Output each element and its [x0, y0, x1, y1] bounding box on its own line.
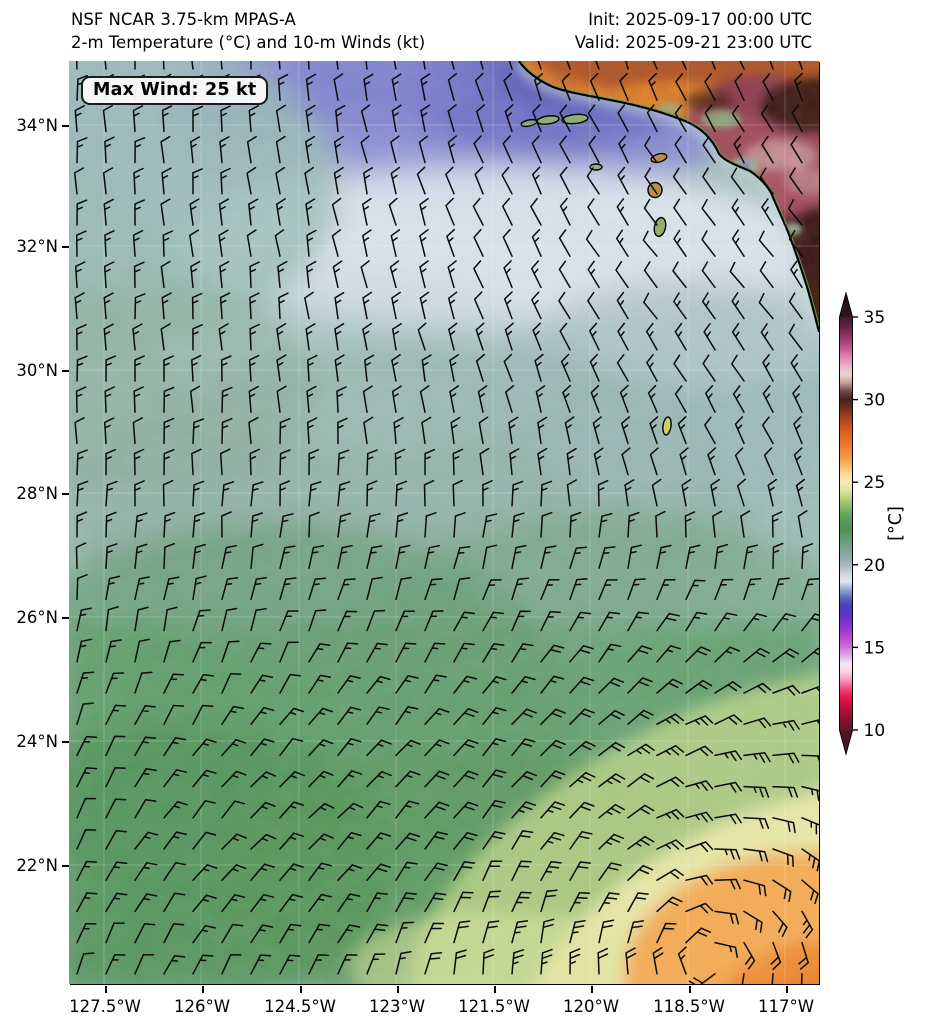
y-tick-label: 32°N: [16, 237, 58, 256]
colorbar-tick-label: 10: [864, 721, 886, 741]
x-tick-mark: [494, 986, 496, 993]
colorbar-tick-label: 30: [864, 391, 886, 411]
colorbar: 35 30 25 20 15 10 [°C]: [839, 291, 930, 771]
y-tick-mark: [62, 125, 69, 127]
x-tick-mark: [397, 986, 399, 993]
y-tick-label: 24°N: [16, 732, 58, 751]
y-tick-mark: [62, 370, 69, 372]
y-tick-label: 34°N: [16, 116, 58, 135]
x-tick-mark: [105, 986, 107, 993]
y-tick-mark: [62, 865, 69, 867]
wind-barbs: [74, 61, 820, 985]
title-left: NSF NCAR 3.75-km MPAS-A 2-m Temperature …: [71, 8, 425, 54]
field-title: 2-m Temperature (°C) and 10-m Winds (kt): [71, 33, 426, 52]
x-tick-label: 118.5°W: [653, 997, 725, 1016]
x-tick-mark: [300, 986, 302, 993]
map-plot: [69, 61, 820, 985]
model-title: NSF NCAR 3.75-km MPAS-A: [71, 10, 296, 29]
y-tick-label: 22°N: [16, 856, 58, 875]
x-tick-mark: [202, 986, 204, 993]
y-tick-label: 30°N: [16, 361, 58, 380]
init-time: Init: 2025-09-17 00:00 UTC: [588, 10, 812, 29]
colorbar-tick-label: 15: [864, 638, 886, 658]
y-tick-mark: [62, 246, 69, 248]
colorbar-tick-label: 35: [864, 308, 886, 328]
x-tick-label: 117°W: [757, 997, 815, 1016]
y-tick-mark: [62, 493, 69, 495]
coastline: [518, 61, 820, 333]
temperature-field: [69, 61, 820, 985]
gridlines: [69, 61, 820, 985]
x-tick-label: 120°W: [562, 997, 620, 1016]
y-tick-mark: [62, 617, 69, 619]
y-tick-label: 28°N: [16, 484, 58, 503]
colorbar-tick-label: 25: [864, 473, 886, 493]
x-tick-mark: [689, 986, 691, 993]
x-tick-label: 126°W: [173, 997, 231, 1016]
valid-time: Valid: 2025-09-21 23:00 UTC: [574, 33, 812, 52]
max-wind-badge: Max Wind: 25 kt: [81, 76, 269, 105]
y-tick-label: 26°N: [16, 608, 58, 627]
y-tick-mark: [62, 741, 69, 743]
x-tick-mark: [786, 986, 788, 993]
title-right: Init: 2025-09-17 00:00 UTC Valid: 2025-0…: [575, 8, 812, 54]
x-tick-label: 121.5°W: [458, 997, 530, 1016]
x-tick-label: 123°W: [368, 997, 426, 1016]
colorbar-label: [°C]: [886, 506, 906, 541]
x-tick-mark: [591, 986, 593, 993]
colorbar-tick-label: 20: [864, 556, 886, 576]
x-tick-label: 127.5°W: [69, 997, 141, 1016]
x-tick-label: 124.5°W: [264, 997, 336, 1016]
